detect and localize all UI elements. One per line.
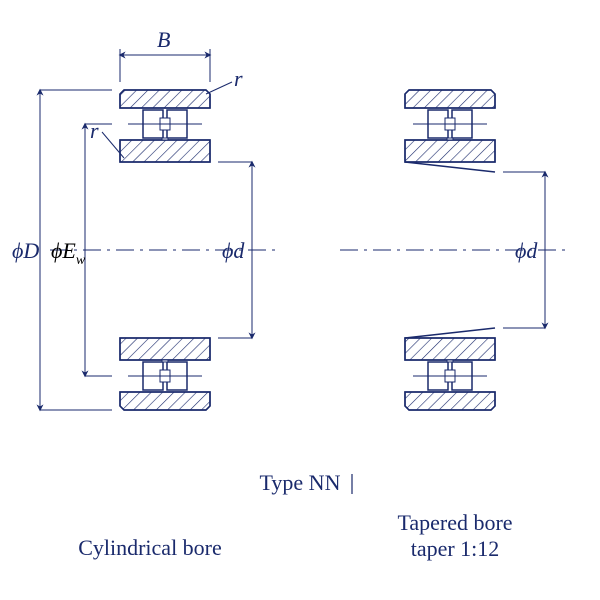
label-phiD: ϕD [12,238,39,263]
caption-cylindrical-bore: Cylindrical bore [78,535,222,560]
label-phid-left: ϕd [222,238,245,263]
caption-tapered-bore-line1: Tapered bore [397,510,512,535]
label-r-inner: r [90,118,99,143]
label-phid-right: ϕd [515,238,538,263]
label-phiEw: ϕEw [51,238,86,268]
label-B: B [157,27,170,52]
label-r-outer: r [234,66,243,91]
title-type: Type NN [260,470,341,495]
caption-tapered-bore-line2: taper 1:12 [411,536,500,561]
